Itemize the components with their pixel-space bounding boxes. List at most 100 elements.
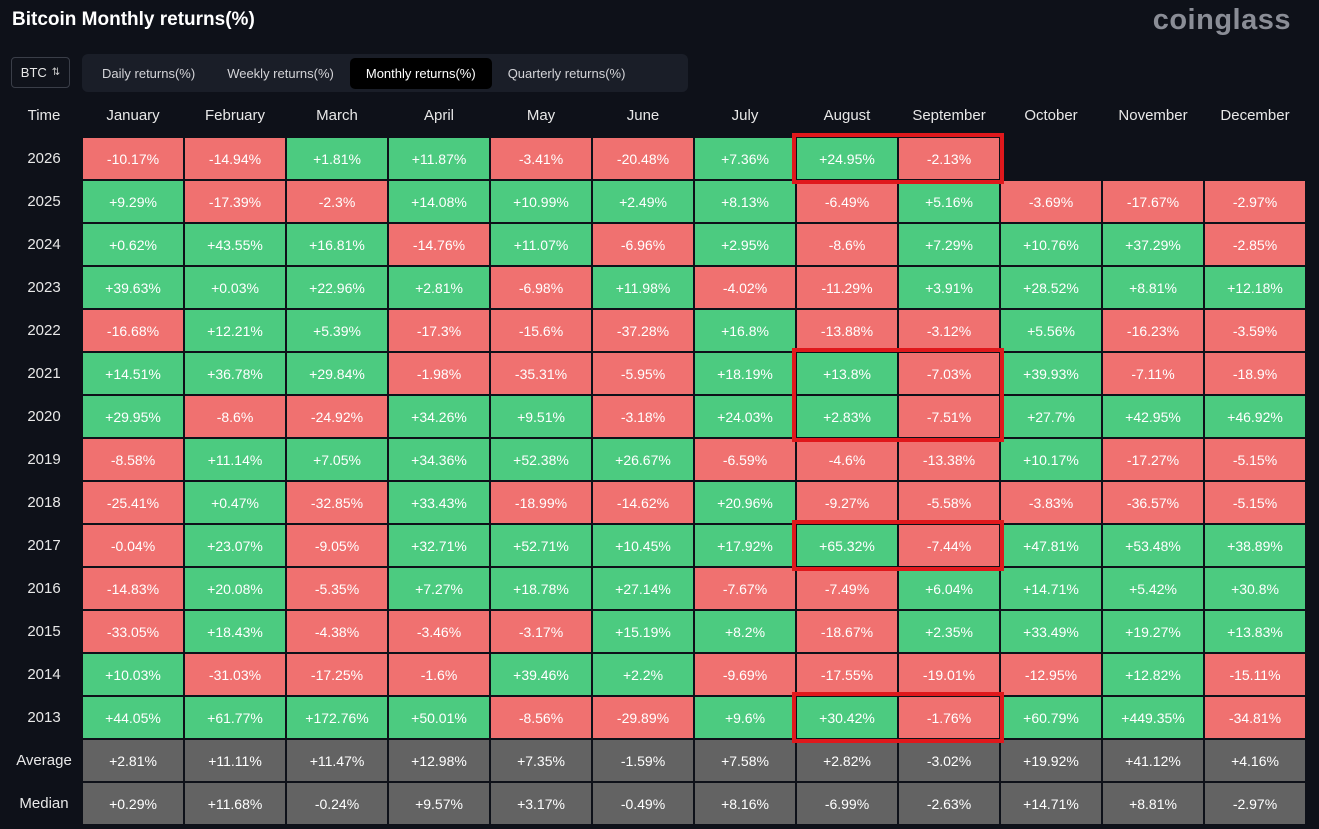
row-label: 2022 [27, 322, 61, 339]
table-body: 2026 -10.17% -14.94% +1.81% +11.87% -3.41% -20… [7, 138, 1305, 824]
return-cell: +18.19% [695, 353, 795, 394]
return-cell: -14.94% [185, 138, 285, 179]
return-cell [1103, 138, 1203, 179]
return-cell: -2.85% [1205, 224, 1305, 265]
return-cell: +0.29% [83, 783, 183, 824]
table-row: 2020 +29.95% -8.6% -24.92% +34.26% +9.51% -3.1… [7, 396, 1305, 437]
return-cell: -6.59% [695, 439, 795, 480]
return-cell: -14.62% [593, 482, 693, 523]
return-cell: +28.52% [1001, 267, 1101, 308]
return-cell: -5.95% [593, 353, 693, 394]
return-cell: -17.3% [389, 310, 489, 351]
return-cell: +13.83% [1205, 611, 1305, 652]
row-label: 2018 [27, 494, 61, 511]
return-cell: +2.2% [593, 654, 693, 695]
return-cell: +9.51% [491, 396, 591, 437]
return-cell: +20.08% [185, 568, 285, 609]
row-label: 2015 [27, 623, 61, 640]
return-cell: -3.41% [491, 138, 591, 179]
return-cell: -2.13% [899, 138, 999, 179]
return-cell: -20.48% [593, 138, 693, 179]
return-cell: -9.27% [797, 482, 897, 523]
table-row: 2019 -8.58% +11.14% +7.05% +34.36% +52.38% +26… [7, 439, 1305, 480]
return-cell: +26.67% [593, 439, 693, 480]
return-cell: -8.6% [185, 396, 285, 437]
return-cell: +14.71% [1001, 783, 1101, 824]
return-cell: -6.96% [593, 224, 693, 265]
return-cell: -7.67% [695, 568, 795, 609]
brand-logo: coinglass [1152, 4, 1291, 36]
return-cell: -12.95% [1001, 654, 1101, 695]
return-cell: +11.47% [287, 740, 387, 781]
return-cell: +11.07% [491, 224, 591, 265]
return-cell: +11.87% [389, 138, 489, 179]
column-header-october: October [1024, 107, 1078, 124]
column-header-february: February [204, 107, 266, 124]
asset-select[interactable]: BTC ⇅ [11, 57, 70, 88]
return-cell: +12.18% [1205, 267, 1305, 308]
return-cell: -17.25% [287, 654, 387, 695]
row-label: 2019 [27, 451, 61, 468]
table-row: 2023 +39.63% +0.03% +22.96% +2.81% -6.98% +11.… [7, 267, 1305, 308]
return-cell: +0.47% [185, 482, 285, 523]
return-cell: +43.55% [185, 224, 285, 265]
chevron-updown-icon: ⇅ [51, 66, 61, 78]
return-cell: -18.9% [1205, 353, 1305, 394]
return-cell: -3.12% [899, 310, 999, 351]
return-cell: -24.92% [287, 396, 387, 437]
return-cell: -32.85% [287, 482, 387, 523]
return-cell: +2.83% [797, 396, 897, 437]
return-cell: -4.38% [287, 611, 387, 652]
return-cell: +2.82% [797, 740, 897, 781]
return-cell: +32.71% [389, 525, 489, 566]
return-cell: +7.35% [491, 740, 591, 781]
return-cell: -3.02% [899, 740, 999, 781]
return-cell: +42.95% [1103, 396, 1203, 437]
return-cell: -6.49% [797, 181, 897, 222]
return-cell: +14.51% [83, 353, 183, 394]
table-row: 2015 -33.05% +18.43% -4.38% -3.46% -3.17% +15.… [7, 611, 1305, 652]
return-cell: +8.2% [695, 611, 795, 652]
return-cell: +24.95% [797, 138, 897, 179]
column-header-september: September [912, 107, 986, 124]
return-cell: -3.83% [1001, 482, 1101, 523]
row-label: 2021 [27, 365, 61, 382]
return-cell: -37.28% [593, 310, 693, 351]
tab-monthly-returns[interactable]: Monthly returns(%) [349, 57, 492, 89]
column-header-may: May [526, 107, 556, 124]
return-cell: +5.56% [1001, 310, 1101, 351]
return-cell: +8.81% [1103, 783, 1203, 824]
row-label: 2014 [27, 666, 61, 683]
return-cell: -3.17% [491, 611, 591, 652]
return-cell: +20.96% [695, 482, 795, 523]
return-cell: -2.63% [899, 783, 999, 824]
return-cell: +9.29% [83, 181, 183, 222]
return-cell: +7.29% [899, 224, 999, 265]
summary-row-average: Average +2.81% +11.11% +11.47% +12.98% +7.35%… [7, 740, 1305, 781]
return-cell: +4.16% [1205, 740, 1305, 781]
return-cell: -5.58% [899, 482, 999, 523]
return-cell: +27.7% [1001, 396, 1101, 437]
return-cell: -3.69% [1001, 181, 1101, 222]
return-cell: +18.78% [491, 568, 591, 609]
table-row: 2017 -0.04% +23.07% -9.05% +32.71% +52.71% +10… [7, 525, 1305, 566]
return-cell: -31.03% [185, 654, 285, 695]
tab-quarterly-returns[interactable]: Quarterly returns(%) [507, 65, 626, 81]
return-cell: +30.42% [797, 697, 897, 738]
asset-select-value: BTC [20, 65, 47, 80]
return-cell: -4.6% [797, 439, 897, 480]
return-cell: -33.05% [83, 611, 183, 652]
return-cell: +12.21% [185, 310, 285, 351]
return-cell: -9.69% [695, 654, 795, 695]
return-cell: -0.49% [593, 783, 693, 824]
return-cell: -3.18% [593, 396, 693, 437]
table-row: 2024 +0.62% +43.55% +16.81% -14.76% +11.07% -6… [7, 224, 1305, 265]
tab-weekly-returns[interactable]: Weekly returns(%) [227, 65, 334, 81]
return-cell: +18.43% [185, 611, 285, 652]
tab-daily-returns[interactable]: Daily returns(%) [102, 65, 196, 81]
return-cell: +41.12% [1103, 740, 1203, 781]
return-cell: +39.46% [491, 654, 591, 695]
return-cell: -17.55% [797, 654, 897, 695]
return-cell: +65.32% [797, 525, 897, 566]
return-cell: -18.67% [797, 611, 897, 652]
